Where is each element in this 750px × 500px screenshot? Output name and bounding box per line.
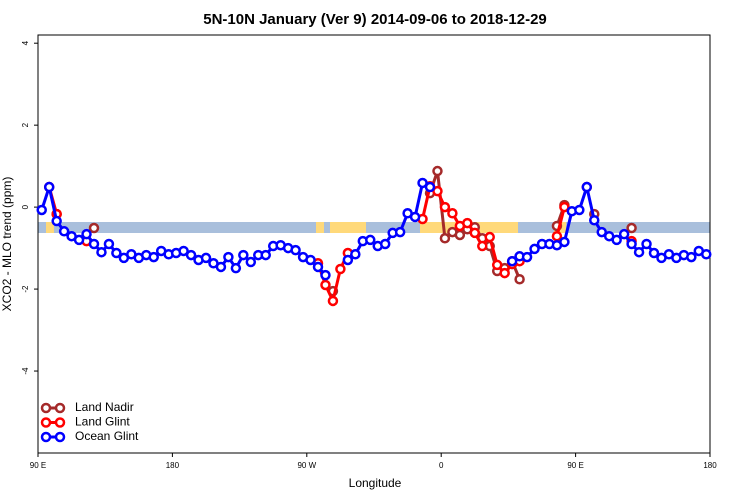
point [178, 245, 189, 257]
point [230, 262, 242, 274]
x-tick-label: 0 [439, 461, 444, 470]
land-band [46, 222, 54, 233]
point [223, 251, 234, 263]
point [327, 295, 339, 307]
point [574, 204, 585, 216]
point [469, 227, 481, 239]
point [245, 256, 257, 268]
legend-label: Ocean Glint [75, 429, 139, 443]
point [551, 220, 563, 232]
point [81, 228, 92, 240]
chart-title: 5N-10N January (Ver 9) 2014-09-06 to 201… [203, 11, 547, 28]
point [432, 185, 443, 197]
ocean-band [38, 222, 710, 233]
y-tick-label: 2 [21, 122, 30, 127]
point [215, 261, 227, 273]
legend-symbol [40, 402, 52, 414]
point [58, 226, 70, 237]
point [559, 236, 570, 248]
point [88, 238, 100, 250]
point [611, 234, 622, 246]
point [320, 279, 331, 291]
point [454, 229, 466, 241]
point [686, 251, 697, 263]
point [335, 263, 346, 275]
legend-symbol [54, 431, 66, 443]
point [596, 226, 607, 238]
x-tick-label: 90 W [297, 461, 316, 470]
land-band [330, 222, 366, 233]
point [648, 247, 660, 259]
point [305, 254, 316, 266]
legend-symbol [40, 417, 52, 428]
point [350, 248, 361, 260]
point [379, 238, 391, 250]
x-tick-label: 180 [703, 461, 717, 470]
point [626, 238, 637, 250]
point [432, 165, 443, 177]
point [200, 252, 212, 264]
x-tick-label: 180 [166, 461, 180, 470]
point [633, 246, 645, 258]
point [290, 244, 301, 256]
plot-frame [37, 34, 711, 454]
x-tick-label: 90 E [567, 461, 583, 470]
point [439, 201, 451, 213]
point [51, 215, 62, 227]
point [701, 248, 712, 260]
point [320, 269, 331, 281]
legend-label: Land Glint [75, 415, 130, 429]
point [103, 238, 115, 250]
x-tick-label: 90 E [30, 461, 46, 470]
legend-symbol [54, 402, 66, 414]
point [73, 234, 85, 246]
point [312, 261, 324, 273]
point [521, 251, 533, 263]
x-axis-label: Longitude [349, 476, 402, 490]
point [439, 233, 451, 244]
point [506, 255, 518, 267]
point [477, 240, 488, 252]
point [88, 222, 100, 234]
point [581, 181, 593, 193]
y-tick-label: -4 [21, 367, 30, 375]
point [238, 249, 249, 261]
point [491, 259, 503, 271]
point [514, 273, 525, 285]
point [342, 254, 354, 266]
point [641, 238, 652, 250]
point [484, 231, 495, 243]
legend-label: Land Nadir [75, 400, 134, 414]
y-axis-label: XCO2 - MLO trend (ppm) [0, 177, 14, 312]
point [618, 228, 630, 240]
point [529, 243, 540, 255]
point [260, 249, 271, 261]
point [559, 201, 570, 213]
y-tick-label: -2 [21, 285, 30, 293]
point [111, 247, 122, 259]
point [551, 230, 563, 242]
point [447, 208, 458, 219]
point [499, 267, 510, 279]
point [365, 234, 376, 246]
legend-symbol [54, 417, 66, 428]
point [626, 222, 637, 234]
point [36, 204, 47, 216]
point [148, 251, 159, 263]
point [185, 249, 197, 261]
point [589, 214, 600, 226]
y-tick-label: 4 [21, 40, 30, 45]
point [96, 246, 107, 258]
point [409, 211, 421, 223]
point [462, 217, 473, 229]
y-tick-label: 0 [21, 204, 30, 209]
legend-symbol [40, 431, 52, 443]
point [43, 181, 55, 193]
point [394, 226, 406, 238]
point [417, 177, 428, 189]
land-band [316, 222, 324, 233]
point [424, 181, 436, 193]
